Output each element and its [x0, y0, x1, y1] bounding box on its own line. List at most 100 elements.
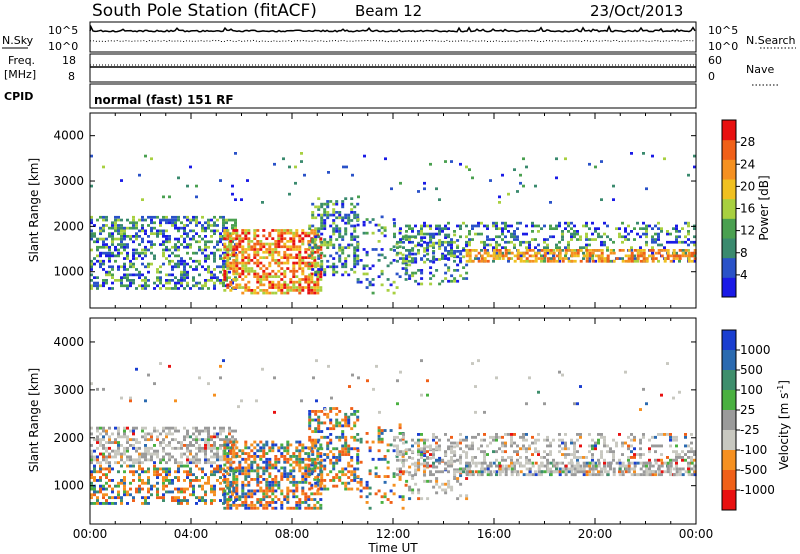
power-cell: [198, 240, 201, 244]
power-cell: [627, 257, 631, 260]
power-cell: [174, 254, 177, 258]
velocity-cell: [286, 492, 290, 496]
velocity-cell: [292, 489, 296, 493]
velocity-colorbar-frame: [721, 329, 737, 511]
velocity-cell: [268, 475, 272, 478]
velocity-cell: [474, 385, 477, 388]
power-cell: [292, 269, 296, 273]
power-cell: [141, 215, 144, 219]
velocity-cell: [129, 487, 132, 491]
power-cell: [274, 286, 278, 289]
power-cell: [186, 276, 189, 280]
velocity-cell: [256, 466, 260, 470]
power-cell: [235, 272, 239, 276]
power-cell: [226, 245, 230, 249]
velocity-cell: [570, 461, 574, 465]
velocity-cell: [357, 376, 360, 380]
velocity-cell: [219, 481, 222, 485]
velocity-cell: [591, 473, 595, 477]
power-cell: [192, 229, 195, 233]
velocity-cell: [621, 473, 625, 477]
date-label: 23/Oct/2013: [590, 2, 683, 20]
velocity-cell: [273, 410, 276, 414]
power-cell: [456, 224, 459, 228]
power-cell: [283, 261, 287, 265]
velocity-cell: [301, 492, 305, 496]
velocity-cell: [286, 443, 290, 447]
velocity-cell: [675, 461, 678, 465]
velocity-cell: [244, 478, 248, 481]
velocity-cell: [522, 435, 525, 439]
velocity-cell: [323, 421, 327, 425]
velocity-cell: [555, 470, 559, 474]
power-cell: [332, 221, 336, 225]
power-cell: [225, 279, 228, 282]
velocity-cell: [271, 498, 275, 501]
power-cell: [392, 291, 396, 295]
power-cell: [195, 284, 198, 288]
velocity-cell: [247, 446, 251, 450]
velocity-cell: [396, 444, 399, 448]
power-cell: [259, 248, 263, 251]
velocity-cell: [204, 426, 207, 430]
power-cell: [195, 195, 198, 199]
power-cell: [338, 211, 342, 214]
power-cell: [332, 202, 336, 206]
power-cell: [144, 232, 147, 236]
velocity-cell: [447, 447, 450, 451]
power-cell: [453, 254, 456, 258]
velocity-cell: [660, 461, 664, 465]
power-cell: [289, 229, 293, 232]
velocity-cell: [546, 453, 549, 456]
velocity-cell: [213, 470, 216, 474]
velocity-cell: [241, 501, 245, 504]
velocity-cell: [271, 478, 275, 481]
power-cell: [304, 256, 308, 260]
power-cell: [353, 265, 357, 269]
velocity-cell: [522, 473, 526, 477]
velocity-cell: [642, 453, 645, 456]
velocity-cell: [528, 447, 531, 451]
velocity-cell: [618, 433, 621, 436]
velocity-cell: [480, 444, 483, 448]
velocity-cell: [495, 433, 498, 436]
velocity-cell: [359, 495, 363, 499]
power-cell: [90, 262, 93, 266]
velocity-cell: [675, 444, 678, 448]
velocity-cell: [250, 501, 254, 504]
power-cell: [301, 272, 305, 276]
power-cell: [579, 238, 582, 241]
power-cell: [213, 259, 216, 263]
velocity-cell: [132, 496, 135, 500]
power-cell: [247, 267, 251, 270]
velocity-cell: [335, 476, 339, 479]
power-cell: [93, 232, 96, 236]
velocity-cell: [256, 475, 260, 478]
ytick-label: 1000: [53, 479, 84, 493]
power-cell: [338, 246, 342, 250]
velocity-cell: [344, 441, 348, 445]
power-cell: [192, 279, 195, 282]
velocity-cell: [549, 450, 552, 454]
power-cell: [666, 232, 669, 236]
power-cell: [96, 245, 99, 249]
velocity-cell: [102, 387, 105, 391]
velocity-cell: [253, 503, 257, 507]
velocity-cell: [105, 493, 108, 497]
power-cell: [564, 157, 567, 161]
power-cell: [114, 229, 117, 233]
velocity-cell: [126, 438, 129, 442]
power-cell: [669, 240, 672, 244]
velocity-cell: [162, 426, 165, 430]
velocity-cell: [657, 464, 661, 468]
power-cell: [253, 231, 257, 235]
power-cell: [323, 240, 327, 244]
power-cell: [350, 202, 354, 206]
velocity-cell: [229, 463, 233, 467]
velocity-cell: [292, 466, 296, 470]
power-cell: [338, 243, 342, 247]
velocity-cell: [311, 444, 315, 448]
velocity-cell: [210, 449, 213, 453]
velocity-cell: [171, 432, 174, 436]
power-cell: [238, 234, 242, 238]
